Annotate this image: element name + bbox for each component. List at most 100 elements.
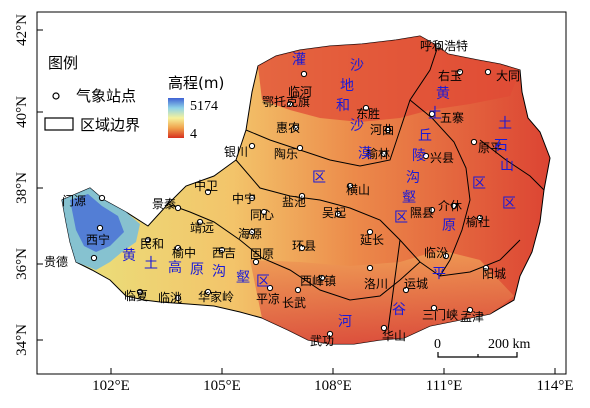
station-label: 兴县 (430, 151, 454, 165)
boundary-line (387, 239, 401, 331)
station-marker (204, 188, 212, 196)
station-label: 临夏 (124, 289, 148, 303)
station-marker (174, 204, 182, 212)
station-marker (380, 150, 388, 158)
y-tick-label: 38°N (14, 172, 30, 204)
station-marker (442, 252, 450, 260)
station-label: 贵德 (44, 254, 68, 269)
station-marker (266, 284, 274, 292)
region-label-char: 区 (472, 176, 486, 192)
station-label: 东胜 (356, 106, 380, 121)
station-marker (248, 142, 256, 150)
station-label: 洛川 (364, 276, 388, 291)
region-label-char: 山 (500, 158, 514, 174)
station-marker (292, 124, 300, 132)
station-marker (286, 100, 294, 108)
station-label: 右玉 (438, 68, 462, 83)
station-marker (136, 288, 144, 296)
elevation-color-bar (168, 98, 184, 138)
region-label-char: 区 (394, 210, 408, 226)
station-marker (422, 152, 430, 160)
station-marker (346, 182, 354, 190)
station-label: 同心 (250, 208, 274, 222)
y-tick-label: 36°N (14, 248, 30, 280)
station-marker (248, 194, 256, 202)
station-label: 长武 (282, 296, 306, 310)
region-label-char: 陵 (412, 148, 426, 164)
station-marker (174, 294, 182, 302)
station-label: 大同 (496, 69, 520, 83)
station-label: 临河 (288, 85, 312, 99)
station-label: 银川 (224, 145, 248, 159)
station-marker (98, 194, 106, 202)
station-marker (300, 70, 308, 78)
station-marker (318, 274, 326, 282)
station-label: 固原 (250, 247, 274, 261)
y-tick-label: 42°N (14, 14, 30, 46)
station-marker (362, 104, 370, 112)
northern-red-zone (258, 36, 520, 122)
southern-lowland (250, 250, 514, 344)
legend: 图例 气象站点 区域边界 高程(m) 5174 4 (44, 54, 224, 142)
x-axis: 102°E 105°E 108°E 111°E 114°E (92, 368, 574, 394)
station-label: 延长 (360, 233, 384, 247)
station-marker (434, 42, 442, 50)
station-label: 西峰镇 (300, 274, 336, 288)
station-label: 孟津 (460, 310, 484, 324)
scale-bar-zero: 0 (434, 337, 441, 352)
boundary-line (235, 159, 521, 277)
region-label-char: 高 (168, 259, 182, 276)
station-label: 鄂托克旗 (262, 94, 310, 109)
legend-title: 图例 (48, 54, 78, 72)
station-label: 海源 (238, 226, 262, 241)
region-label-char: 沙 (350, 58, 364, 74)
station-marker (366, 264, 374, 272)
high-elevation-west-core (70, 194, 124, 252)
y-tick-label: 34°N (14, 324, 30, 356)
boundary-swatch-icon (44, 117, 74, 131)
station-label: 临洮 (158, 291, 182, 305)
station-label: 临汾 (424, 246, 448, 260)
station-marker (428, 206, 436, 214)
station-marker (380, 324, 388, 332)
elevation-title: 高程(m) (168, 74, 224, 92)
station-marker (96, 224, 104, 232)
station-marker (296, 144, 304, 152)
station-marker (484, 68, 492, 76)
y-tick-label: 40°N (14, 96, 30, 128)
station-label: 民和 (140, 237, 164, 251)
boundary-line (409, 99, 471, 277)
station-label: 靖远 (190, 221, 214, 235)
station-label: 吴起 (322, 206, 346, 220)
station-label: 武功 (310, 334, 334, 348)
region-label-char: 区 (502, 196, 516, 212)
station-marker (294, 286, 302, 294)
region-label-char: 土 (428, 106, 442, 122)
station-label: 中宁 (232, 191, 256, 206)
station-label: 西吉 (212, 246, 236, 260)
station-marker (326, 330, 334, 338)
station-marker (450, 202, 458, 210)
region-label-char: 区 (312, 170, 326, 186)
legend-station-label: 气象站点 (76, 87, 136, 105)
region-boundaries (167, 45, 545, 331)
station-label: 横山 (346, 183, 370, 197)
station-label: 阳城 (482, 267, 506, 281)
elevation-max-label: 5174 (190, 99, 218, 114)
region-label-char: 原 (442, 218, 456, 234)
scale-bar: 0 200 km (434, 337, 531, 358)
station-label: 门源 (62, 193, 86, 208)
station-label: 环县 (292, 239, 316, 253)
region-label-char: 黄 (436, 85, 450, 102)
station-marker (196, 218, 204, 226)
station-marker (204, 288, 212, 296)
station-marker (470, 138, 478, 146)
station-label: 呼和浩特 (420, 38, 468, 53)
station-label: 榆中 (172, 245, 196, 260)
station-marker (482, 264, 490, 272)
region-label-char: 壑 (402, 189, 416, 206)
station-marker (298, 244, 306, 252)
station-label: 介休 (438, 199, 462, 213)
station-marker (428, 110, 436, 118)
station-marker (248, 228, 256, 236)
